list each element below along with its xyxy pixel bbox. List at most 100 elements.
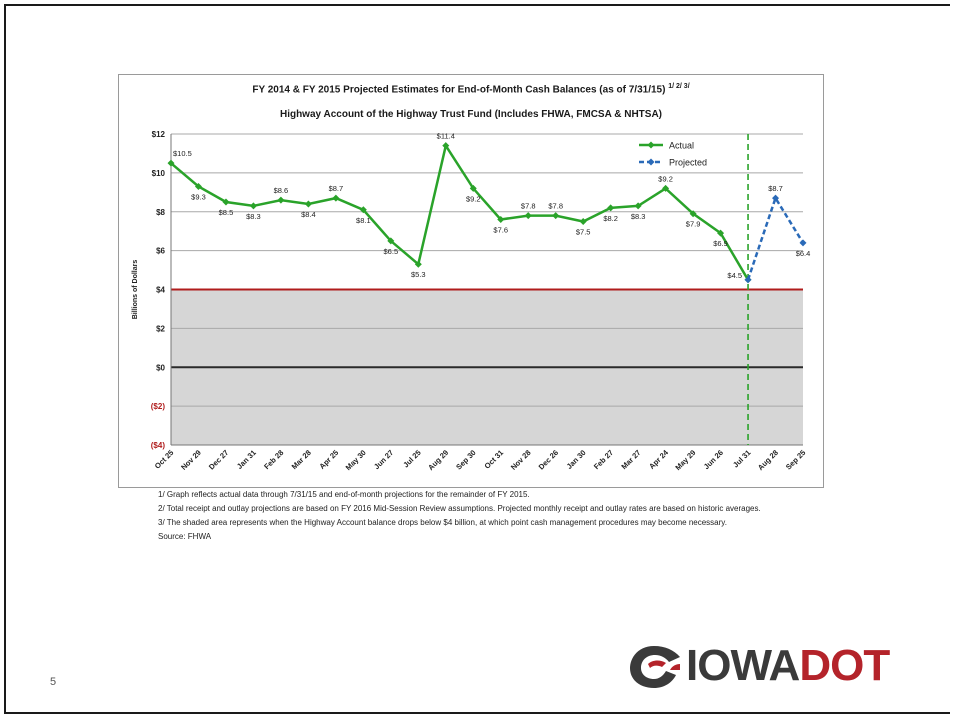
logo-text-iowa: IOWA (686, 641, 800, 690)
data-point (222, 198, 230, 206)
y-tick-label: $4 (156, 286, 165, 295)
legend-label-projected: Projected (669, 158, 707, 168)
x-tick-label: Mar 28 (290, 448, 313, 471)
legend-marker (647, 141, 655, 149)
data-label: $8.6 (274, 186, 289, 195)
data-label: $8.4 (301, 210, 316, 219)
data-point (469, 184, 477, 192)
y-tick-label: $0 (156, 363, 165, 372)
data-point (414, 260, 422, 268)
x-tick-label: Dec 27 (207, 448, 230, 471)
data-label: $11.4 (437, 132, 455, 141)
chart-container: FY 2014 & FY 2015 Projected Estimates fo… (118, 74, 824, 488)
data-point (689, 210, 697, 218)
x-tick-label: Jan 30 (565, 448, 588, 471)
page-number: 5 (50, 676, 57, 688)
y-tick-label: $8 (156, 208, 165, 217)
data-label: $9.3 (191, 192, 206, 201)
data-label: $4.5 (727, 271, 742, 280)
data-label: $7.6 (493, 226, 508, 235)
data-label: $8.7 (768, 184, 783, 193)
data-point (799, 239, 807, 247)
data-point (277, 196, 285, 204)
x-tick-label: Mar 27 (619, 448, 642, 471)
x-tick-label: Apr 24 (647, 447, 670, 470)
y-tick-label: ($4) (151, 441, 166, 450)
line-chart: $12 $10 $8 $6 $4 $2 $0 ($2) ($4) Billions of Doll… (132, 130, 811, 472)
x-tick-label: Oct 31 (483, 448, 506, 471)
x-tick-label: Aug 29 (426, 448, 450, 472)
y-tick-label: $2 (156, 324, 165, 333)
x-tick-label: Feb 28 (262, 448, 285, 471)
x-tick-label: Feb 27 (592, 448, 615, 471)
y-axis-label: Billions of Dollars (132, 260, 139, 320)
data-label: $7.9 (686, 220, 701, 229)
chart-title-footnote-refs: 1/ 2/ 3/ (668, 83, 690, 90)
data-point (442, 142, 450, 150)
x-tick-label: Jul 31 (731, 448, 752, 469)
x-tick-label: May 30 (344, 448, 368, 472)
y-tick-label: $6 (156, 247, 165, 256)
chart-title: FY 2014 & FY 2015 Projected Estimates fo… (119, 83, 823, 95)
data-label: $8.7 (329, 184, 344, 193)
data-point (249, 202, 257, 210)
data-label: $6.9 (713, 239, 728, 248)
data-point (744, 276, 752, 284)
data-label: $6.4 (796, 249, 811, 258)
data-point (304, 200, 312, 208)
x-tick-label: Oct 25 (153, 448, 176, 471)
data-point (772, 194, 780, 202)
data-point (332, 194, 340, 202)
data-label: $6.5 (384, 247, 399, 256)
data-label: $8.2 (603, 214, 618, 223)
data-label: $5.3 (411, 270, 426, 279)
source-note: Source: FHWA (158, 532, 212, 541)
logo-text-dot: DOT (799, 641, 890, 690)
data-point (662, 184, 670, 192)
data-point (717, 229, 725, 237)
data-point (194, 182, 202, 190)
data-point (387, 237, 395, 245)
footnotes: 1/ Graph reflects actual data through 7/… (158, 490, 798, 546)
swoosh-icon (630, 646, 680, 688)
data-label: $7.8 (548, 202, 563, 211)
legend-label-actual: Actual (669, 141, 694, 151)
data-label: $7.8 (521, 202, 536, 211)
x-tick-label: Jun 26 (702, 448, 725, 471)
data-point (524, 212, 532, 220)
x-tick-label: Aug 28 (756, 448, 780, 472)
x-tick-label: Dec 26 (537, 448, 560, 471)
slide-frame (4, 4, 950, 714)
data-label: $7.5 (576, 227, 591, 236)
x-tick-label: Nov 29 (179, 448, 203, 472)
y-tick-label: ($2) (151, 402, 166, 411)
footnote-1: 1/ Graph reflects actual data through 7/… (158, 490, 530, 499)
x-tick-label: Jul 25 (401, 448, 422, 469)
data-point (607, 204, 615, 212)
data-label: $10.5 (173, 149, 192, 158)
y-tick-label: $12 (152, 130, 166, 139)
x-tick-label: Jan 31 (235, 448, 258, 471)
data-label: $9.2 (466, 194, 481, 203)
x-tick-label: Nov 28 (509, 448, 533, 472)
chart-subtitle: Highway Account of the Highway Trust Fun… (279, 109, 663, 120)
data-label: $8.3 (631, 212, 646, 221)
y-tick-label: $10 (152, 169, 166, 178)
x-tick-label: Sep 25 (784, 448, 807, 471)
footnote-2: 2/ Total receipt and outlay projections … (158, 504, 761, 513)
chart-title-text: FY 2014 & FY 2015 Projected Estimates fo… (252, 84, 666, 96)
legend-marker (647, 158, 655, 166)
iowa-dot-logo: IOWADOT (626, 640, 944, 692)
series-line-actual (170, 142, 750, 281)
data-label: $8.1 (356, 216, 371, 225)
data-point (359, 206, 367, 214)
x-tick-label: Jun 27 (372, 448, 395, 471)
data-point (579, 217, 587, 225)
data-point (634, 202, 642, 210)
series-line-projected (746, 195, 805, 281)
data-label: $8.3 (246, 212, 261, 221)
footnote-3: 3/ The shaded area represents when the H… (158, 518, 727, 527)
x-tick-label: Apr 25 (317, 448, 340, 471)
data-point (167, 159, 175, 167)
data-label: $8.5 (219, 208, 234, 217)
